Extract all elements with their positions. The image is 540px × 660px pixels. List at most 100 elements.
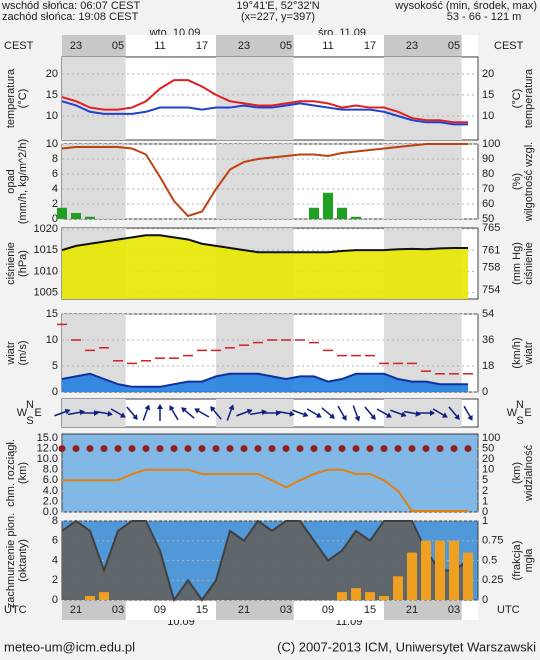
bar — [351, 216, 361, 219]
hour-label: 15 — [364, 604, 376, 616]
dot — [268, 445, 276, 453]
y-axis-label: (m/s) — [17, 340, 29, 365]
hour-label: 21 — [238, 604, 250, 616]
y-axis-label: zachmurzenie pion. — [5, 513, 17, 608]
night-band — [384, 35, 462, 56]
series-line — [61, 519, 469, 603]
bar — [99, 592, 109, 600]
series-line — [61, 79, 468, 124]
bar — [57, 207, 67, 219]
y2-tick-label: 60 — [482, 198, 494, 210]
hour-label: 05 — [280, 40, 292, 52]
y2-tick-label: 0 — [482, 506, 488, 518]
dot — [464, 445, 472, 453]
arrow-head — [169, 405, 175, 412]
y-tick-label: 2.0 — [43, 495, 58, 507]
arrow-head — [64, 408, 71, 415]
y-tick-label: 5 — [52, 360, 58, 372]
dot — [156, 445, 164, 453]
wind-arrow — [448, 406, 460, 420]
y2-tick-label: 100 — [482, 432, 500, 444]
hour-label: 11 — [322, 40, 333, 52]
dot — [226, 445, 234, 453]
y2-tick-label: 2 — [482, 485, 488, 497]
y2-tick-label: 18 — [482, 360, 494, 372]
y2-tick-label: 0 — [482, 386, 488, 398]
hour-label: 05 — [448, 40, 460, 52]
coords: 19°41'E, 52°32'N — [236, 0, 319, 12]
arrow-head — [467, 414, 473, 421]
bottom-axis-label: UTC — [497, 604, 520, 616]
dot — [394, 445, 402, 453]
night-band — [384, 57, 462, 140]
wind-arrow — [306, 408, 322, 418]
y2-tick-label: 5 — [482, 474, 488, 486]
arrow-head — [430, 410, 435, 416]
y-axis-label: (hPa) — [17, 250, 29, 277]
arrow-head — [454, 414, 460, 420]
bar — [463, 552, 473, 600]
top-axis-label: CEST — [494, 40, 524, 52]
y2-tick-label: 70 — [482, 183, 494, 195]
sunset: zachód słońca: 19:08 CEST — [2, 11, 139, 23]
bar — [85, 596, 95, 600]
dot — [296, 445, 304, 453]
footer-copyright: (C) 2007-2013 ICM, Uniwersytet Warszawsk… — [277, 639, 536, 654]
hour-label: 17 — [196, 40, 208, 52]
dot — [310, 445, 318, 453]
wind-arrow — [264, 410, 281, 416]
dot — [184, 445, 192, 453]
y-axis-label: (km) — [17, 462, 29, 484]
dot — [212, 445, 220, 453]
hour-label: 17 — [364, 40, 376, 52]
y2-tick-label: 1 — [482, 495, 488, 507]
y-tick-label: 2 — [52, 574, 58, 586]
y2-axis-label: temperatura — [523, 68, 535, 128]
night-band — [62, 601, 126, 620]
hour-label: 23 — [70, 40, 82, 52]
y2-tick-label: 758 — [482, 261, 500, 273]
y-axis-label: (°C) — [17, 89, 29, 109]
wind-arrow — [194, 408, 210, 418]
wind-arrow — [432, 408, 448, 418]
bottom-axis-label: UTC — [4, 604, 27, 616]
y2-tick-label: 100 — [482, 138, 500, 150]
y-tick-label: 12.0 — [37, 442, 58, 454]
hour-label: 23 — [406, 40, 418, 52]
y2-tick-label: 50 — [482, 213, 494, 225]
y2-axis-label: mgła — [523, 548, 535, 573]
hour-label: 03 — [280, 604, 292, 616]
wind-arrow — [236, 408, 253, 417]
y2-tick-label: 0 — [482, 594, 488, 606]
arrow-head — [144, 404, 151, 411]
hour-label: 09 — [154, 604, 166, 616]
series-line — [61, 234, 468, 254]
compass-letter: N — [26, 399, 34, 411]
series-line — [61, 372, 468, 388]
arrow-head — [302, 411, 309, 418]
dot — [324, 445, 332, 453]
wind-arrow — [210, 406, 222, 420]
y2-axis-label: (°C) — [511, 89, 523, 109]
wind-arrow — [463, 405, 473, 421]
wind-arrow — [95, 410, 113, 417]
hour-label: 05 — [112, 40, 124, 52]
elevation-title: wysokość (min, środek, max) — [394, 0, 537, 12]
y2-axis-label: wiatr — [523, 341, 535, 366]
y2-tick-label: 10 — [482, 464, 494, 476]
dot — [282, 445, 290, 453]
night-band — [216, 601, 294, 620]
arrow-head — [329, 413, 335, 419]
wind-arrow — [364, 406, 376, 420]
y-tick-label: 6 — [52, 535, 58, 547]
dot — [170, 445, 178, 453]
arrow-head — [119, 412, 126, 418]
wind-arrow — [226, 404, 235, 421]
y2-tick-label: 20 — [482, 68, 494, 80]
y2-tick-label: 1 — [482, 515, 488, 527]
bar — [393, 576, 403, 600]
dot — [408, 445, 416, 453]
night-band — [216, 57, 294, 140]
arrow-head — [210, 406, 216, 412]
